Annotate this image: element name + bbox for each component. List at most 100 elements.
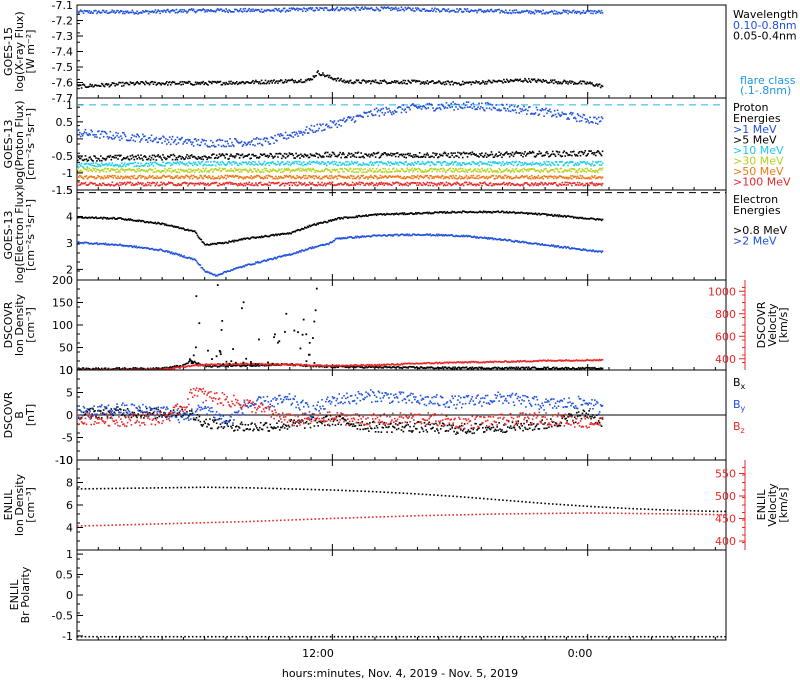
data-point	[190, 154, 193, 156]
data-point	[426, 9, 429, 12]
data-point	[140, 182, 142, 184]
data-point	[220, 242, 223, 245]
data-point	[272, 161, 274, 164]
data-point	[468, 169, 471, 171]
data-point	[378, 82, 381, 85]
data-point	[115, 156, 117, 159]
data-point	[567, 178, 569, 180]
data-point	[187, 164, 189, 167]
data-point	[104, 163, 107, 166]
data-point	[489, 9, 492, 11]
data-point	[92, 134, 94, 136]
data-point	[534, 182, 537, 184]
data-point	[349, 156, 352, 158]
data-point	[512, 164, 515, 167]
data-point	[300, 153, 302, 156]
y-axis-label: GOES-15	[2, 27, 15, 76]
data-point	[350, 82, 353, 84]
data-point	[149, 184, 152, 187]
data-point	[454, 211, 456, 214]
data-point	[406, 7, 408, 10]
data-point	[312, 175, 315, 177]
data-point	[493, 80, 496, 82]
data-point	[215, 82, 218, 84]
data-point	[385, 175, 387, 178]
data-point	[441, 154, 444, 157]
data-point	[368, 184, 370, 186]
data-point	[247, 183, 250, 186]
data-point	[326, 125, 329, 128]
data-point	[592, 12, 594, 15]
data-point	[569, 160, 571, 163]
data-point	[570, 111, 572, 114]
data-point	[430, 167, 432, 170]
data-point	[562, 176, 565, 178]
data-point	[99, 169, 102, 172]
data-point	[482, 156, 485, 158]
data-point	[473, 105, 476, 108]
data-point	[265, 162, 268, 165]
data-point	[187, 184, 189, 187]
data-point	[510, 183, 513, 185]
data-point	[418, 212, 421, 215]
data-point	[148, 221, 151, 224]
data-point	[462, 210, 465, 213]
data-point	[144, 155, 146, 157]
data-point	[522, 184, 524, 187]
data-point	[444, 171, 447, 174]
data-point	[148, 164, 151, 167]
data-point	[434, 7, 436, 10]
data-point	[188, 155, 190, 157]
data-point	[488, 10, 491, 13]
data-point	[150, 80, 153, 83]
data-point	[491, 184, 494, 187]
data-point	[91, 216, 93, 219]
data-point	[597, 150, 600, 153]
data-point	[570, 182, 572, 185]
data-point	[230, 175, 232, 177]
data-point	[149, 161, 152, 164]
data-point	[314, 224, 317, 226]
data-point	[531, 161, 534, 164]
data-point	[534, 9, 537, 12]
legend-note: (.1-.8nm)	[740, 84, 791, 97]
data-point	[375, 6, 378, 9]
data-point	[481, 176, 483, 178]
data-point	[295, 152, 297, 155]
data-point	[446, 107, 449, 109]
data-point	[236, 10, 239, 12]
data-point	[195, 10, 198, 13]
data-point	[444, 184, 447, 187]
data-point	[460, 83, 463, 86]
data-point	[172, 170, 175, 173]
data-point	[105, 132, 108, 135]
data-point	[392, 181, 394, 184]
data-point	[600, 84, 603, 87]
data-point	[366, 215, 368, 218]
data-point	[212, 153, 214, 156]
data-point	[241, 80, 244, 83]
data-point	[122, 131, 124, 134]
data-point	[584, 150, 587, 152]
data-point	[402, 177, 405, 180]
data-point	[224, 140, 227, 143]
data-point	[481, 163, 483, 165]
data-point	[148, 155, 151, 158]
data-point	[600, 169, 603, 172]
data-point	[187, 157, 189, 160]
data-point	[582, 153, 585, 156]
data-point	[265, 235, 268, 237]
data-point	[251, 182, 253, 185]
data-point	[173, 225, 176, 228]
data-point	[254, 155, 256, 157]
data-point	[550, 115, 553, 118]
data-point	[454, 160, 456, 163]
data-point	[415, 106, 418, 109]
data-point	[120, 184, 122, 186]
data-point	[416, 182, 419, 184]
data-point	[528, 170, 530, 172]
data-point	[385, 106, 387, 109]
data-point	[473, 152, 476, 155]
data-point	[243, 237, 246, 240]
data-point	[135, 177, 138, 180]
